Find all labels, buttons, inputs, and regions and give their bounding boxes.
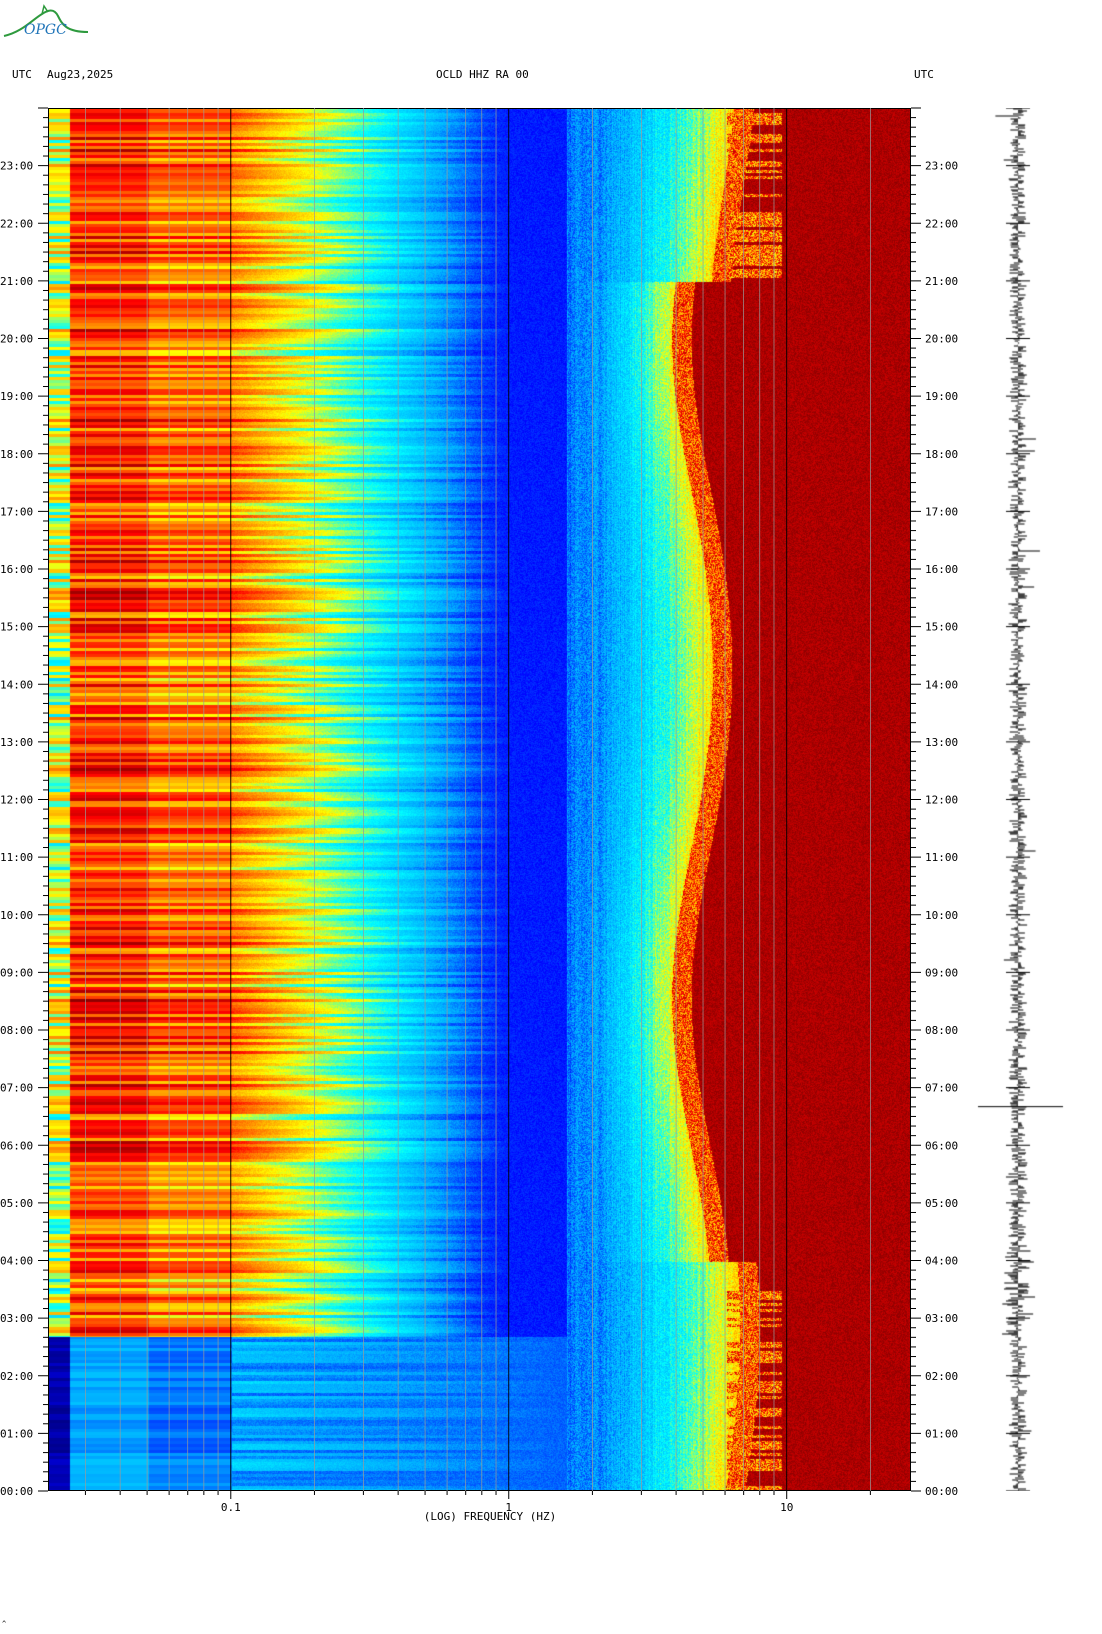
y-tick-label-right: 01:00 [925,1427,958,1440]
seismogram-trace [975,108,1070,1491]
y-tick-label-right: 10:00 [925,909,958,922]
y-tick-label-left: 21:00 [0,275,33,288]
logo-text: OPGC [24,22,67,38]
y-tick-label-left: 15:00 [0,621,33,634]
y-tick-label-left: 05:00 [0,1197,33,1210]
y-tick-label-right: 12:00 [925,794,958,807]
y-tick-label-right: 09:00 [925,966,958,979]
y-tick-label-right: 23:00 [925,160,958,173]
y-tick-label-left: 04:00 [0,1255,33,1268]
y-tick-label-left: 00:00 [0,1485,33,1498]
y-tick-label-right: 11:00 [925,851,958,864]
y-tick-label-left: 03:00 [0,1312,33,1325]
y-tick-label-left: 02:00 [0,1370,33,1383]
x-tick-label: 0.1 [221,1501,241,1514]
opgc-logo [3,4,89,37]
utc-left-label: UTC [12,68,32,81]
y-tick-label-right: 05:00 [925,1197,958,1210]
y-tick-label-left: 07:00 [0,1082,33,1095]
footer-mark: ^ [2,1620,7,1628]
y-tick-label-left: 01:00 [0,1427,33,1440]
date-label: Aug23,2025 [47,68,114,81]
y-tick-label-left: 23:00 [0,160,33,173]
y-tick-label-right: 17:00 [925,505,958,518]
y-tick-label-right: 15:00 [925,621,958,634]
utc-right-label: UTC [914,68,934,81]
y-tick-label-right: 18:00 [925,448,958,461]
y-tick-label-right: 22:00 [925,217,958,230]
y-tick-label-right: 06:00 [925,1139,958,1152]
y-tick-label-left: 13:00 [0,736,33,749]
y-tick-label-left: 22:00 [0,217,33,230]
y-tick-label-left: 18:00 [0,448,33,461]
spectrogram-canvas [49,109,910,1490]
y-tick-label-left: 19:00 [0,390,33,403]
x-tick-label: 1 [505,1501,512,1514]
y-tick-label-right: 00:00 [925,1485,958,1498]
y-tick-label-left: 20:00 [0,333,33,346]
y-tick-label-left: 16:00 [0,563,33,576]
y-tick-label-right: 19:00 [925,390,958,403]
y-tick-label-left: 12:00 [0,794,33,807]
y-tick-label-left: 17:00 [0,505,33,518]
y-tick-label-right: 07:00 [925,1082,958,1095]
y-tick-label-right: 21:00 [925,275,958,288]
y-tick-label-right: 16:00 [925,563,958,576]
x-axis-label: (LOG) FREQUENCY (HZ) [423,1510,557,1523]
y-tick-label-left: 14:00 [0,678,33,691]
y-tick-label-right: 02:00 [925,1370,958,1383]
y-tick-label-left: 08:00 [0,1024,33,1037]
y-tick-label-left: 11:00 [0,851,33,864]
spectrogram-plot [48,108,911,1491]
y-tick-label-left: 06:00 [0,1139,33,1152]
y-tick-label-right: 04:00 [925,1255,958,1268]
y-tick-label-right: 03:00 [925,1312,958,1325]
y-tick-label-right: 20:00 [925,333,958,346]
y-tick-label-left: 09:00 [0,966,33,979]
x-tick-label: 10 [780,1501,793,1514]
y-tick-label-right: 08:00 [925,1024,958,1037]
y-tick-label-left: 10:00 [0,909,33,922]
y-tick-label-right: 14:00 [925,678,958,691]
station-title: OCLD HHZ RA 00 [436,68,529,81]
y-tick-label-right: 13:00 [925,736,958,749]
